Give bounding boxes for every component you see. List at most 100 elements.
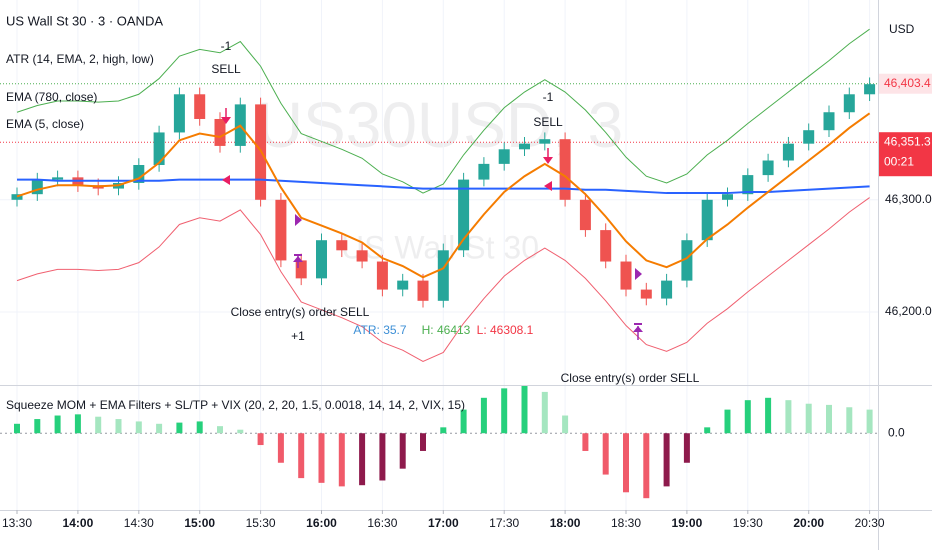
x-tick-label: 17:30 bbox=[489, 516, 519, 530]
indicator-line bbox=[16, 112, 871, 279]
momentum-bar bbox=[724, 409, 731, 434]
candle-body bbox=[316, 240, 327, 279]
momentum-bar bbox=[257, 433, 264, 446]
annotation: H: 46413 bbox=[422, 323, 471, 337]
momentum-bar bbox=[54, 415, 61, 434]
candle-body bbox=[173, 94, 185, 133]
candle-body bbox=[214, 118, 226, 146]
lower-pane bbox=[0, 386, 878, 510]
candle-body bbox=[417, 280, 429, 301]
momentum-bar bbox=[34, 419, 41, 434]
momentum-bar bbox=[277, 433, 284, 463]
momentum-bar bbox=[826, 404, 832, 434]
candle-body bbox=[478, 163, 490, 180]
candle-body bbox=[336, 240, 348, 251]
candle-body bbox=[620, 261, 632, 290]
momentum-bar bbox=[379, 433, 386, 481]
candle-body bbox=[600, 230, 612, 262]
annotation: -1 bbox=[543, 90, 554, 104]
price-label-box bbox=[879, 73, 932, 94]
indicator-line bbox=[17, 178, 870, 195]
x-tick-label: 20:00 bbox=[793, 516, 824, 530]
close-marker bbox=[295, 214, 302, 226]
candle-body bbox=[559, 139, 571, 200]
legend-entry: EMA (5, close) bbox=[6, 117, 84, 131]
momentum-bar bbox=[541, 391, 548, 434]
momentum-bar bbox=[237, 429, 244, 434]
candle-body bbox=[661, 280, 673, 299]
x-tick-label: 14:00 bbox=[63, 516, 94, 530]
chart-title: US Wall St 30 · 3 · OANDA bbox=[6, 13, 163, 28]
candle-body bbox=[803, 130, 815, 144]
candle-body bbox=[864, 84, 876, 95]
x-tick-label: 18:30 bbox=[611, 516, 641, 530]
momentum-bar bbox=[420, 433, 426, 451]
momentum-bar bbox=[176, 422, 183, 434]
candle-body bbox=[742, 175, 754, 195]
candle-body bbox=[722, 194, 733, 200]
sell-marker bbox=[544, 181, 552, 191]
momentum-bar bbox=[318, 433, 325, 483]
momentum-bar bbox=[704, 427, 711, 434]
candle-body bbox=[133, 165, 145, 183]
x-tick-label: 15:30 bbox=[246, 516, 276, 530]
momentum-bar bbox=[846, 407, 853, 434]
close-arrow-bar bbox=[294, 254, 302, 256]
y-tick-label: 46,200.0 bbox=[885, 304, 932, 318]
annotation: SELL bbox=[211, 62, 241, 76]
momentum-bar bbox=[866, 409, 873, 434]
countdown-label: 00:21 bbox=[884, 154, 914, 168]
momentum-bar bbox=[298, 433, 305, 479]
annotation: ATR: 35.7 bbox=[353, 323, 406, 337]
price-unit: USD bbox=[889, 22, 915, 36]
axes: 46,200.0 46,300.0 13:30 14:00 14:30 15:00 15:3… bbox=[2, 73, 932, 530]
momentum-bar bbox=[643, 433, 650, 499]
candle-body bbox=[275, 199, 287, 261]
close-arrow-head bbox=[633, 326, 643, 332]
y-tick-label: 0.0 bbox=[888, 425, 905, 439]
legend-entry: ATR (14, EMA, 2, high, low) bbox=[6, 52, 154, 66]
x-tick-label: 19:00 bbox=[672, 516, 703, 530]
candle-body bbox=[31, 179, 43, 195]
momentum-bar bbox=[805, 403, 812, 434]
momentum-bar bbox=[582, 433, 589, 451]
candle-body bbox=[579, 199, 591, 231]
momentum-bar bbox=[95, 416, 102, 434]
candle-body bbox=[640, 289, 652, 299]
sell-arrow-head bbox=[543, 157, 553, 164]
annotation: L: 46308.1 bbox=[477, 323, 534, 337]
price-label: 46,403.4 bbox=[884, 76, 931, 90]
candle-body bbox=[52, 177, 64, 180]
momentum-bar bbox=[480, 397, 487, 434]
legend-entry: EMA (780, close) bbox=[6, 90, 97, 104]
x-tick-label: 16:30 bbox=[367, 516, 397, 530]
momentum-bar bbox=[217, 426, 223, 434]
close-arrow-bar bbox=[634, 323, 642, 325]
momentum-bar bbox=[74, 414, 81, 434]
watermark-group: US30USD, 3 US Wall St 30 bbox=[257, 89, 623, 266]
momentum-bar bbox=[460, 409, 467, 434]
x-tick-label: 15:00 bbox=[184, 516, 215, 530]
indicator-title: Squeeze MOM + EMA Filters + SL/TP + VIX … bbox=[6, 398, 465, 412]
candle-body bbox=[762, 160, 774, 176]
price-label-box bbox=[879, 132, 932, 177]
x-tick-label: 14:30 bbox=[124, 516, 154, 530]
momentum-bar bbox=[562, 415, 569, 434]
close-marker bbox=[635, 268, 642, 280]
annotation: SELL bbox=[533, 115, 563, 129]
momentum-bar bbox=[399, 433, 406, 469]
price-label: 46,351.3 bbox=[884, 134, 931, 148]
x-tick-label: 17:00 bbox=[428, 516, 459, 530]
candle-body bbox=[356, 250, 368, 262]
momentum-bar bbox=[440, 427, 447, 434]
candle-body bbox=[437, 250, 449, 301]
momentum-bar bbox=[196, 421, 203, 434]
momentum-bar bbox=[683, 433, 690, 463]
sell-marker bbox=[222, 175, 230, 185]
x-tick-label: 19:30 bbox=[733, 516, 763, 530]
x-tick-label: 16:00 bbox=[306, 516, 337, 530]
y-tick-label: 46,300.0 bbox=[885, 192, 932, 206]
x-tick-label: 18:00 bbox=[550, 516, 581, 530]
